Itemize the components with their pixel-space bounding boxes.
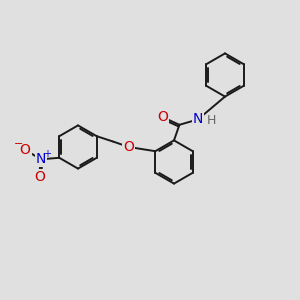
Text: N: N bbox=[193, 112, 203, 126]
Text: O: O bbox=[158, 110, 168, 124]
Text: O: O bbox=[34, 170, 45, 184]
Text: O: O bbox=[20, 143, 31, 157]
Text: H: H bbox=[207, 114, 216, 127]
Text: −: − bbox=[14, 139, 23, 149]
Text: O: O bbox=[123, 140, 134, 154]
Text: N: N bbox=[35, 152, 46, 166]
Text: +: + bbox=[43, 149, 51, 159]
